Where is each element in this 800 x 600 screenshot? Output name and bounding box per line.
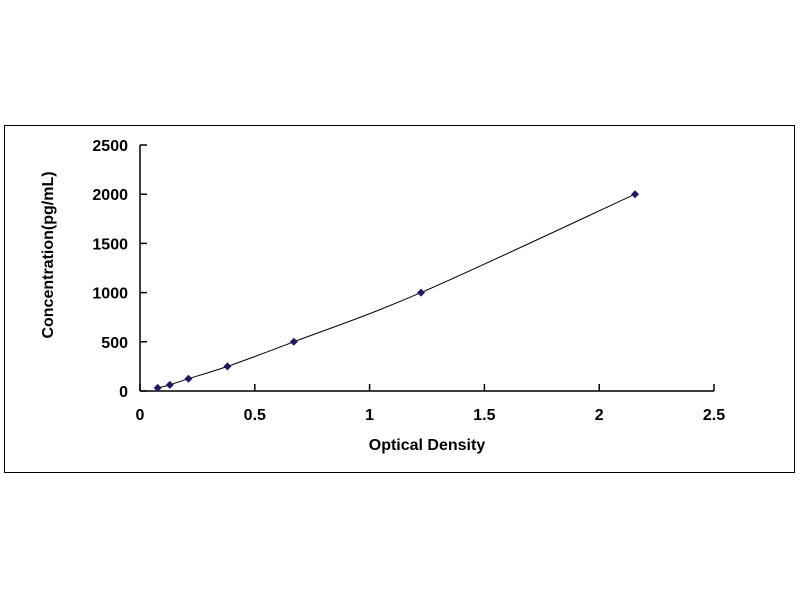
x-tick-label: 2.5 <box>703 407 725 424</box>
fitted-curve <box>157 193 636 389</box>
data-point <box>165 380 174 389</box>
y-tick-label: 2500 <box>92 138 128 155</box>
data-point <box>631 190 640 199</box>
x-tick-label: 0 <box>136 407 145 424</box>
y-tick-label: 1000 <box>92 286 128 303</box>
y-tick-label: 0 <box>119 384 128 401</box>
x-tick-label: 2 <box>595 407 604 424</box>
x-axis-label: Optical Density <box>369 437 486 454</box>
tick-labels: 0 0.5 1 1.5 2 2.5 0 500 1000 1500 2000 2500 <box>92 138 725 424</box>
data-point <box>153 383 162 392</box>
data-point <box>184 374 193 383</box>
y-tick-label: 1500 <box>92 236 128 253</box>
data-point <box>417 288 426 297</box>
data-points <box>153 190 640 392</box>
data-point <box>223 362 232 371</box>
data-point <box>289 337 298 346</box>
x-tick-label: 1 <box>365 407 374 424</box>
y-tick-label: 500 <box>101 335 128 352</box>
chart-frame <box>4 125 795 473</box>
y-tick-label: 2000 <box>92 187 128 204</box>
x-tick-label: 1.5 <box>473 407 495 424</box>
y-axis-label: Concentration(pg/mL) <box>40 171 57 338</box>
axes <box>139 144 715 392</box>
x-tick-label: 0.5 <box>244 407 266 424</box>
